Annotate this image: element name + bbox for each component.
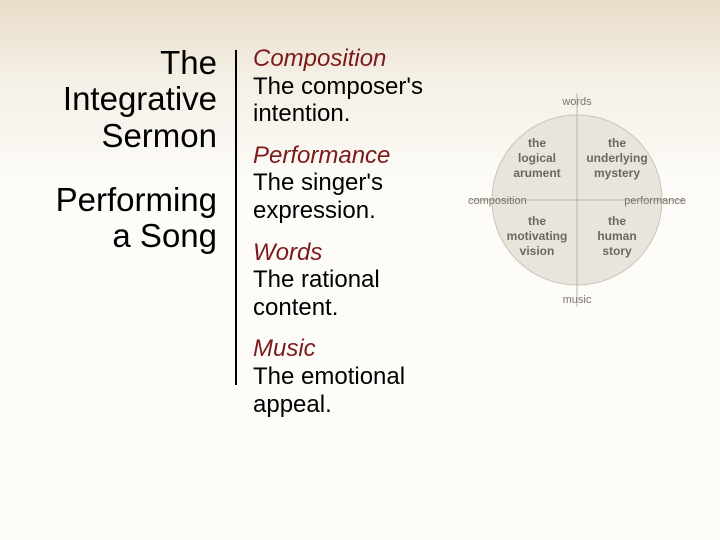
term-description: The singer's expression. xyxy=(253,169,457,224)
quadrant-bl-l3: vision xyxy=(520,244,555,258)
quadrant-diagram: words music composition performance the … xyxy=(462,85,692,315)
term-label: Performance xyxy=(253,142,457,170)
axis-label-right: performance xyxy=(624,195,686,207)
subtitle: Performing a Song xyxy=(20,182,217,255)
term-label: Music xyxy=(253,335,457,363)
term-description: The emotional appeal. xyxy=(253,363,457,418)
axis-label-bottom: music xyxy=(563,294,592,306)
subtitle-line-1: Performing xyxy=(56,181,217,218)
left-column: The Integrative Sermon Performing a Song xyxy=(20,45,235,520)
quadrant-tl-l2: logical xyxy=(518,151,556,165)
quadrant-tr-l2: underlying xyxy=(586,151,647,165)
term-description: The composer's intention. xyxy=(253,73,457,128)
term-label: Composition xyxy=(253,45,457,73)
axis-label-top: words xyxy=(561,96,592,108)
quadrant-br-l3: story xyxy=(602,244,632,258)
main-title: The Integrative Sermon xyxy=(20,45,217,154)
term-block: Music The emotional appeal. xyxy=(253,335,457,418)
quadrant-tl-l3: arument xyxy=(513,166,560,180)
quadrant-br-l2: human xyxy=(597,229,636,243)
term-description: The rational content. xyxy=(253,266,457,321)
quadrant-tr-l3: mystery xyxy=(594,166,640,180)
term-label: Words xyxy=(253,239,457,267)
term-block: Words The rational content. xyxy=(253,239,457,322)
axis-label-left: composition xyxy=(468,195,527,207)
title-line-2: Integrative xyxy=(63,80,217,117)
quadrant-bl-l1: the xyxy=(528,214,546,228)
title-line-3: Sermon xyxy=(101,117,217,154)
title-line-1: The xyxy=(160,44,217,81)
term-block: Performance The singer's expression. xyxy=(253,142,457,225)
definitions-column: Composition The composer's intention. Pe… xyxy=(237,45,457,520)
quadrant-tl-l1: the xyxy=(528,136,546,150)
quadrant-br-l1: the xyxy=(608,214,626,228)
term-block: Composition The composer's intention. xyxy=(253,45,457,128)
quadrant-bl-l2: motivating xyxy=(507,229,568,243)
quadrant-tr-l1: the xyxy=(608,136,626,150)
subtitle-line-2: a Song xyxy=(112,217,217,254)
